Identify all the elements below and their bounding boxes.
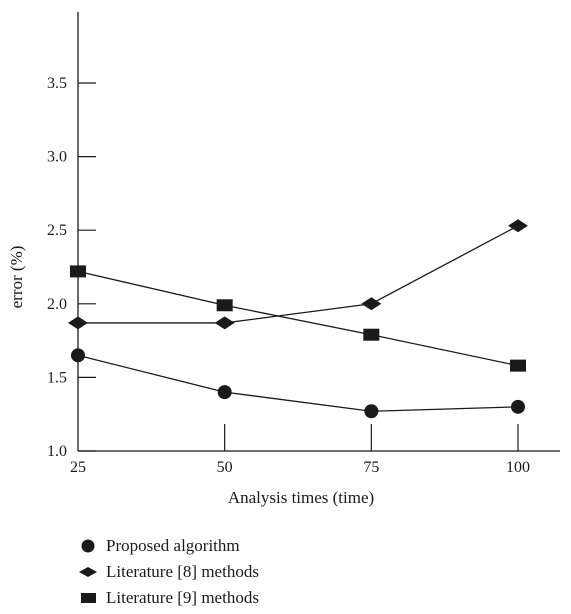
x-axis-label: Analysis times (time) [228,488,374,507]
y-tick-label: 1.5 [47,369,67,386]
circle-data-point [364,404,379,419]
square-data-point [70,265,86,278]
square-data-point [510,359,526,372]
y-axis-ticks: 1.0 1.5 2.0 2.5 3.0 3.5 [47,75,96,460]
x-tick-label: 50 [217,459,233,476]
circle-data-point [71,348,85,363]
series-line-2 [78,225,519,324]
x-tick-label: 100 [506,459,530,476]
series-line-1 [77,354,519,412]
series-line-3 [77,270,519,367]
circle-marker-icon [78,538,100,554]
square-data-point [216,299,233,312]
legend-item-literature-9: Literature [9] methods [78,585,259,611]
chart-legend: Proposed algorithm Literature [8] method… [78,533,259,611]
y-axis-label: error (%) [7,246,26,309]
y-tick-label: 3.0 [47,149,67,166]
series-markers [68,219,528,419]
legend-item-literature-8: Literature [8] methods [78,559,259,585]
diamond-data-point [68,316,88,330]
legend-label: Literature [8] methods [106,562,259,581]
y-tick-label: 2.0 [47,296,67,313]
circle-data-point [511,399,525,414]
circle-data-point [217,385,232,400]
x-axis-ticks: 25 50 75 100 [70,424,530,476]
y-tick-label: 1.0 [47,443,67,460]
y-tick-label: 2.5 [47,222,67,239]
legend-item-proposed: Proposed algorithm [78,533,259,559]
chart-axes [77,12,560,452]
legend-label: Proposed algorithm [106,536,240,555]
y-tick-label: 3.5 [47,75,67,92]
diamond-data-point [361,297,382,311]
series-lines [77,225,519,412]
square-data-point [363,328,380,341]
diamond-marker-icon [78,564,100,580]
diamond-data-point [214,316,235,330]
x-tick-label: 25 [70,459,86,476]
square-marker-icon [78,590,100,606]
legend-label: Literature [9] methods [106,588,259,607]
x-tick-label: 75 [363,459,379,476]
diamond-data-point [508,219,528,233]
